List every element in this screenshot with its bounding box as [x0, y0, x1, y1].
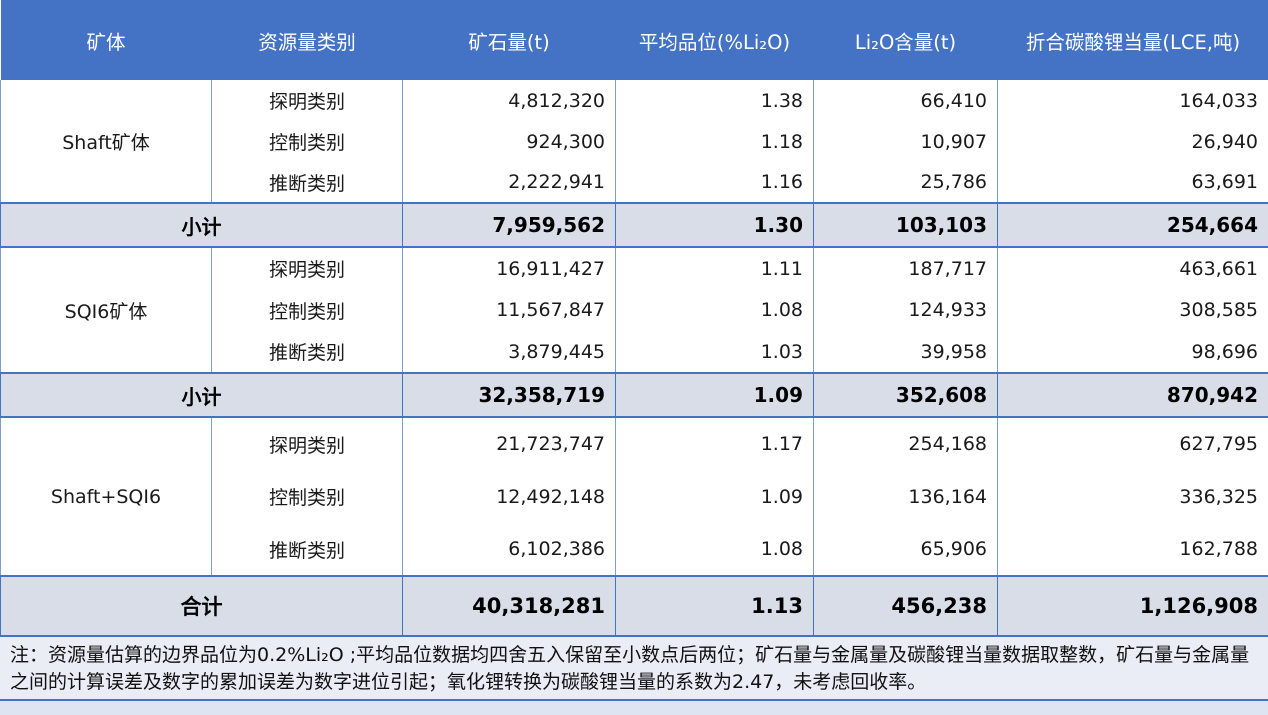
col-header-avg-grade: 平均品位(%Li₂O)	[616, 0, 814, 80]
bottom-strip	[0, 701, 1268, 715]
lce-cell: 164,033	[998, 80, 1268, 121]
footnote: 注：资源量估算的边界品位为0.2%Li₂O ;平均品位数据均四舍五入保留至小数点…	[0, 637, 1268, 701]
subtotal-label: 小计	[1, 373, 403, 417]
col-header-ore-tonnage: 矿石量(t)	[403, 0, 616, 80]
col-header-lce: 折合碳酸锂当量(LCE,吨)	[998, 0, 1268, 80]
avg-grade-cell: 1.16	[616, 162, 814, 203]
category-cell: 控制类别	[212, 121, 403, 162]
category-cell: 推断类别	[212, 162, 403, 203]
ore-tonnage-cell: 21,723,747	[403, 417, 616, 470]
subtotal-row-sqi6: 小计 32,358,719 1.09 352,608 870,942	[1, 373, 1268, 417]
ore-tonnage-cell: 3,879,445	[403, 331, 616, 373]
li2o-content-cell: 66,410	[814, 80, 998, 121]
li2o-content-cell: 10,907	[814, 121, 998, 162]
subtotal-ore-tonnage: 7,959,562	[403, 203, 616, 247]
li2o-content-cell: 65,906	[814, 523, 998, 576]
avg-grade-cell: 1.17	[616, 417, 814, 470]
grand-total-li2o-content: 456,238	[814, 576, 998, 636]
category-cell: 推断类别	[212, 523, 403, 576]
subtotal-row-shaft: 小计 7,959,562 1.30 103,103 254,664	[1, 203, 1268, 247]
li2o-content-cell: 39,958	[814, 331, 998, 373]
lce-cell: 26,940	[998, 121, 1268, 162]
category-cell: 推断类别	[212, 331, 403, 373]
lce-cell: 98,696	[998, 331, 1268, 373]
li2o-content-cell: 187,717	[814, 247, 998, 289]
avg-grade-cell: 1.08	[616, 523, 814, 576]
ore-tonnage-cell: 4,812,320	[403, 80, 616, 121]
subtotal-li2o-content: 103,103	[814, 203, 998, 247]
ore-tonnage-cell: 11,567,847	[403, 289, 616, 331]
lce-cell: 63,691	[998, 162, 1268, 203]
category-cell: 控制类别	[212, 470, 403, 523]
avg-grade-cell: 1.38	[616, 80, 814, 121]
subtotal-lce: 254,664	[998, 203, 1268, 247]
ore-tonnage-cell: 6,102,386	[403, 523, 616, 576]
resource-table: 矿体 资源量类别 矿石量(t) 平均品位(%Li₂O) Li₂O含量(t) 折合…	[0, 0, 1268, 637]
li2o-content-cell: 25,786	[814, 162, 998, 203]
table-header-row: 矿体 资源量类别 矿石量(t) 平均品位(%Li₂O) Li₂O含量(t) 折合…	[1, 0, 1268, 80]
lce-cell: 336,325	[998, 470, 1268, 523]
li2o-content-cell: 254,168	[814, 417, 998, 470]
avg-grade-cell: 1.09	[616, 470, 814, 523]
grand-total-label: 合计	[1, 576, 403, 636]
ore-tonnage-cell: 16,911,427	[403, 247, 616, 289]
subtotal-li2o-content: 352,608	[814, 373, 998, 417]
group-name-shaft: Shaft矿体	[1, 80, 212, 203]
li2o-content-cell: 124,933	[814, 289, 998, 331]
subtotal-ore-tonnage: 32,358,719	[403, 373, 616, 417]
category-cell: 探明类别	[212, 80, 403, 121]
lce-cell: 308,585	[998, 289, 1268, 331]
group-name-sqi6: SQI6矿体	[1, 247, 212, 373]
ore-tonnage-cell: 924,300	[403, 121, 616, 162]
category-cell: 探明类别	[212, 417, 403, 470]
subtotal-avg-grade: 1.09	[616, 373, 814, 417]
ore-tonnage-cell: 12,492,148	[403, 470, 616, 523]
col-header-li2o-content: Li₂O含量(t)	[814, 0, 998, 80]
subtotal-avg-grade: 1.30	[616, 203, 814, 247]
avg-grade-cell: 1.18	[616, 121, 814, 162]
avg-grade-cell: 1.08	[616, 289, 814, 331]
col-header-category: 资源量类别	[212, 0, 403, 80]
grand-total-ore-tonnage: 40,318,281	[403, 576, 616, 636]
subtotal-lce: 870,942	[998, 373, 1268, 417]
col-header-ore-body: 矿体	[1, 0, 212, 80]
category-cell: 探明类别	[212, 247, 403, 289]
table-row: Shaft+SQI6 探明类别 21,723,747 1.17 254,168 …	[1, 417, 1268, 470]
table-row: SQI6矿体 探明类别 16,911,427 1.11 187,717 463,…	[1, 247, 1268, 289]
lce-cell: 627,795	[998, 417, 1268, 470]
table-row: Shaft矿体 探明类别 4,812,320 1.38 66,410 164,0…	[1, 80, 1268, 121]
category-cell: 控制类别	[212, 289, 403, 331]
grand-total-avg-grade: 1.13	[616, 576, 814, 636]
grand-total-row: 合计 40,318,281 1.13 456,238 1,126,908	[1, 576, 1268, 636]
grand-total-lce: 1,126,908	[998, 576, 1268, 636]
avg-grade-cell: 1.03	[616, 331, 814, 373]
ore-tonnage-cell: 2,222,941	[403, 162, 616, 203]
group-name-combined: Shaft+SQI6	[1, 417, 212, 576]
lce-cell: 162,788	[998, 523, 1268, 576]
subtotal-label: 小计	[1, 203, 403, 247]
lce-cell: 463,661	[998, 247, 1268, 289]
li2o-content-cell: 136,164	[814, 470, 998, 523]
avg-grade-cell: 1.11	[616, 247, 814, 289]
